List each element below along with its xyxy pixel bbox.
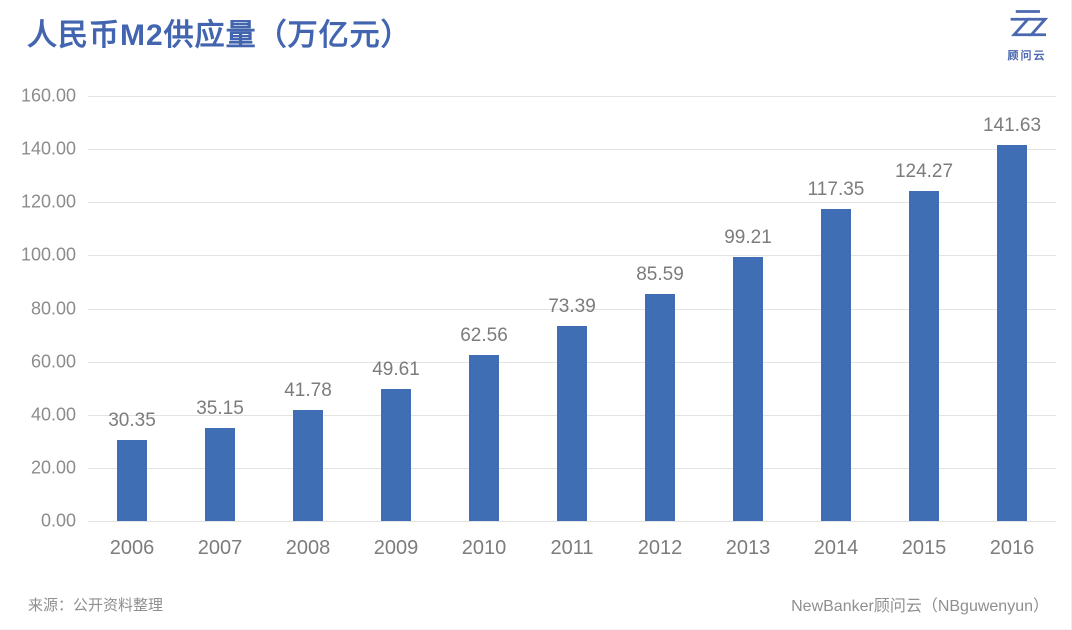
guwenyun-logo: 顾问云	[997, 8, 1057, 63]
bar-column-2015: 124.27	[880, 96, 968, 521]
cloud-zz-logo-icon	[1010, 10, 1049, 37]
bar-2008	[293, 410, 323, 521]
bar-column-2013: 99.21	[704, 96, 792, 521]
value-label-2006: 30.35	[108, 410, 156, 432]
value-label-2014: 117.35	[807, 179, 865, 201]
plot-area: 0.00 20.00 40.00 60.00 80.00 100.00 120.00 140.…	[21, 86, 1056, 531]
bar-2009	[381, 389, 411, 521]
y-tick-label: 100.00	[20, 244, 76, 265]
y-tick-label: 120.00	[20, 191, 76, 212]
value-label-2009: 49.61	[372, 359, 420, 381]
x-tick-label-2015: 2015	[901, 537, 947, 559]
y-tick-label: 160.00	[20, 85, 76, 106]
bar-2013	[733, 257, 763, 521]
x-tick-label-2014: 2014	[813, 537, 859, 559]
gridline	[88, 521, 1056, 522]
value-label-2016: 141.63	[982, 114, 1042, 136]
bar-column-2008: 41.78	[264, 96, 352, 521]
gridline	[88, 96, 1056, 97]
x-tick-label-2006: 2006	[109, 537, 155, 559]
y-tick-label: 140.00	[20, 138, 76, 159]
bar-column-2014: 117.35	[792, 96, 880, 521]
x-tick-label-2013: 2013	[725, 537, 771, 559]
x-tick-label-2010: 2010	[461, 537, 507, 559]
bar-2006	[117, 440, 147, 521]
y-tick-label: 40.00	[30, 404, 76, 425]
bar-2010	[469, 354, 499, 521]
logo-brand-text: 顾问云	[1007, 50, 1047, 62]
credit-note: NewBanker顾问云（NBguwenyun）	[791, 598, 1049, 615]
gridline	[88, 149, 1056, 151]
x-tick-label-2012: 2012	[637, 537, 683, 559]
bar-column-2010: 62.56	[440, 96, 528, 521]
value-label-2011: 73.39	[548, 296, 596, 318]
x-tick-label-2011: 2011	[550, 537, 594, 559]
value-label-2008: 41.78	[284, 380, 332, 402]
bar-2011	[557, 326, 587, 521]
bar-2014	[821, 209, 851, 521]
bar-2012	[645, 293, 675, 521]
bar-column-2016: 141.63	[968, 96, 1056, 521]
value-label-2010: 62.56	[460, 324, 508, 346]
bar-2016	[997, 144, 1027, 521]
gridline	[88, 308, 1056, 310]
value-label-2015: 124.27	[894, 160, 954, 182]
y-tick-label: 0.00	[40, 510, 76, 531]
x-tick-label-2016: 2016	[989, 537, 1035, 559]
y-tick-label: 60.00	[30, 351, 76, 372]
x-tick-label-2008: 2008	[285, 537, 331, 559]
bar-column-2007: 35.15	[176, 96, 264, 521]
chart-title: 人民币M2供应量（万亿元）	[27, 19, 412, 52]
value-label-2007: 35.15	[196, 397, 244, 419]
bar-columns: 30.35 35.15 41.78 49.61 62.56 73.39 85.59 99.21…	[88, 96, 1056, 521]
bar-2015	[909, 190, 939, 521]
x-axis-labels: 2006 2007 2008 2009 2010 2011 2012 2013 2014 2015…	[88, 537, 1056, 560]
bar-column-2012: 85.59	[616, 96, 704, 521]
x-tick-label-2009: 2009	[373, 537, 419, 559]
gridline	[88, 255, 1056, 257]
value-label-2013: 99.21	[724, 227, 772, 249]
gridline	[88, 202, 1056, 204]
bar-column-2011: 73.39	[528, 96, 616, 521]
bar-column-2006: 30.35	[88, 96, 176, 521]
y-tick-label: 20.00	[30, 457, 76, 478]
x-tick-label-2007: 2007	[197, 537, 243, 559]
value-label-2012: 85.59	[636, 263, 684, 285]
bar-2007	[205, 427, 235, 521]
bar-column-2009: 49.61	[352, 96, 440, 521]
source-note: 来源：公开资料整理	[28, 597, 164, 614]
y-tick-label: 80.00	[30, 298, 76, 318]
